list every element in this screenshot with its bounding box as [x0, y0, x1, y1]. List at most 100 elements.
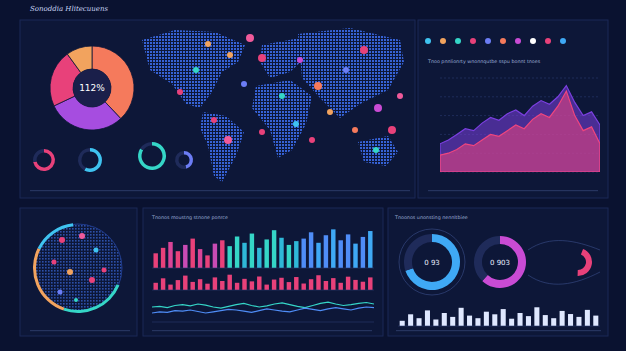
bar: [324, 281, 328, 290]
map-marker: [227, 52, 233, 58]
globe-marker: [89, 277, 95, 283]
bar: [161, 248, 165, 268]
donut-rest: [140, 142, 152, 150]
globe-marker: [79, 233, 85, 239]
pie-slice: [67, 46, 92, 73]
panel: [388, 208, 608, 336]
legend-dot: [425, 38, 431, 44]
legend-dot: [560, 38, 566, 44]
area: [440, 86, 600, 172]
bar-plot: [400, 307, 599, 326]
globe-marker: [102, 268, 107, 273]
bar: [467, 316, 472, 326]
bar: [235, 237, 239, 269]
map-marker: [258, 54, 266, 62]
bar: [526, 316, 531, 326]
donut-halo: [399, 229, 465, 295]
map-marker: [279, 93, 285, 99]
bar: [338, 283, 342, 290]
baseline: [152, 290, 374, 291]
footer-strip: [152, 330, 372, 331]
bar: [346, 277, 350, 290]
legend-dot: [485, 38, 491, 44]
bar: [183, 276, 187, 290]
bar: [168, 285, 172, 290]
globe-marker: [67, 269, 73, 275]
bar: [250, 281, 254, 290]
bar: [213, 244, 217, 268]
map-marker: [205, 41, 211, 47]
legend-dot: [455, 38, 461, 44]
legend-dot: [515, 38, 521, 44]
bar: [242, 279, 246, 290]
map-marker: [193, 67, 199, 73]
donut-segment: [138, 142, 166, 170]
map-marker: [309, 137, 315, 143]
donut-rest: [175, 151, 186, 169]
background: [0, 0, 626, 351]
land: [358, 136, 398, 166]
map-marker: [224, 136, 232, 144]
footer-strip: [428, 190, 598, 191]
bar: [250, 234, 254, 268]
bar: [475, 318, 480, 326]
bar: [400, 321, 405, 326]
map-marker: [388, 126, 396, 134]
bar: [450, 317, 455, 326]
bar: [190, 239, 194, 268]
bar: [585, 310, 590, 326]
bar: [361, 237, 365, 268]
bar: [501, 309, 506, 326]
bar: [227, 246, 231, 268]
bar-plot: [153, 275, 372, 290]
bar: [176, 251, 180, 268]
bar: [353, 280, 357, 290]
bar: [272, 280, 276, 290]
land: [298, 28, 404, 118]
globe-arc: [33, 248, 64, 310]
bar: [560, 311, 565, 326]
bar: [176, 280, 180, 290]
decor-curve: [528, 272, 600, 284]
bar: [279, 278, 283, 290]
footer-strip: [396, 330, 601, 331]
donut-rest: [78, 148, 90, 171]
area-plot: [440, 86, 600, 172]
legend-dot: [470, 38, 476, 44]
bar: [361, 282, 365, 290]
caption: Tnonos moustng stnone ponrce: [151, 215, 228, 220]
stage: Sonoddia HlitecuuensTnoo pnnlionrty wnon…: [0, 0, 626, 351]
bar: [220, 240, 224, 268]
legend-dot: [545, 38, 551, 44]
map-marker: [297, 57, 303, 63]
bar: [287, 245, 291, 268]
land: [200, 112, 244, 182]
bar: [576, 317, 581, 326]
bar: [551, 318, 556, 326]
map-marker: [360, 46, 368, 54]
pie-hole: [73, 69, 111, 107]
bar: [205, 284, 209, 290]
globe-marker: [52, 260, 57, 265]
map-marker: [241, 81, 247, 87]
bar: [543, 315, 548, 326]
globe-marker: [94, 248, 99, 253]
map-marker: [246, 34, 254, 42]
bar: [408, 314, 413, 326]
map-marker: [314, 82, 322, 90]
bar: [368, 277, 372, 290]
map-marker: [374, 104, 382, 112]
footer-strip: [30, 190, 410, 191]
bar: [161, 278, 165, 290]
bar: [433, 320, 438, 327]
donut-center-label: 0 903: [490, 259, 510, 267]
bar: [183, 245, 187, 268]
donut-rest: [33, 149, 44, 162]
bar: [368, 231, 372, 268]
caption: Tnoo pnnlionrty wnonnqutbe sspu bonnt tn…: [427, 59, 541, 64]
bar: [484, 312, 489, 326]
bar: [198, 279, 202, 290]
decor-curve: [528, 241, 600, 250]
area: [440, 91, 600, 172]
bar: [518, 313, 523, 326]
